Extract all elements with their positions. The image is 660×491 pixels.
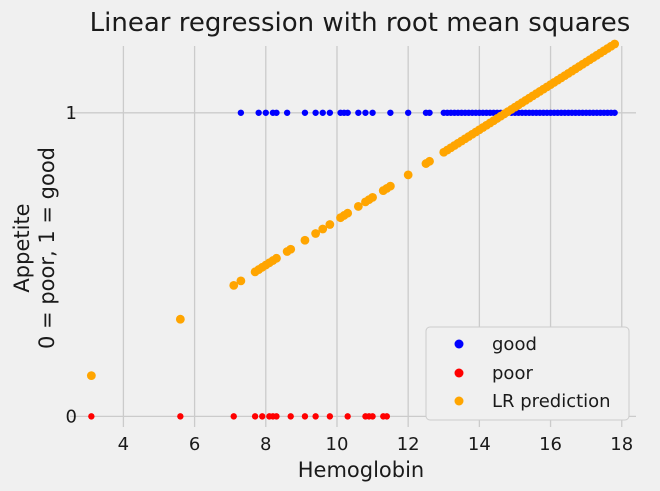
point-poor — [251, 413, 259, 420]
point-good — [404, 109, 412, 116]
point-good — [426, 109, 433, 116]
point-lr-prediction — [385, 181, 395, 191]
legend-marker-poor — [454, 368, 464, 378]
x-tick-label: 8 — [260, 434, 271, 455]
x-tick-label: 4 — [118, 434, 129, 455]
point-good — [301, 109, 309, 116]
point-poor — [177, 413, 184, 420]
point-lr-prediction — [300, 235, 310, 245]
point-good — [344, 109, 351, 116]
point-lr-prediction — [236, 276, 246, 286]
legend-label-good: good — [492, 334, 537, 355]
point-good — [237, 109, 245, 116]
legend: good poor LR prediction — [425, 326, 630, 421]
point-poor — [326, 413, 334, 420]
legend-label-poor: poor — [492, 363, 533, 384]
point-good — [283, 109, 291, 116]
x-tick-label: 6 — [189, 434, 200, 455]
point-good — [255, 109, 262, 116]
point-poor — [383, 413, 391, 420]
point-poor — [312, 413, 319, 420]
x-tick-label: 14 — [468, 434, 491, 455]
point-lr-prediction — [368, 192, 377, 202]
point-lr-prediction — [325, 220, 335, 229]
point-good — [262, 109, 269, 116]
point-lr-prediction — [610, 39, 620, 49]
point-poor — [273, 413, 280, 420]
point-lr-prediction — [229, 280, 239, 290]
legend-box — [425, 326, 630, 421]
point-poor — [301, 413, 309, 420]
y-tick-label: 1 — [66, 103, 77, 124]
x-tick-label: 12 — [397, 434, 420, 455]
point-lr-prediction — [353, 202, 363, 211]
chart-title: Linear regression with root mean squares — [90, 8, 631, 38]
x-axis-label: Hemoglobin — [298, 458, 425, 482]
point-good — [326, 109, 334, 116]
point-lr-prediction — [343, 208, 353, 218]
legend-marker-good — [454, 339, 464, 349]
point-good — [387, 109, 394, 116]
point-poor — [287, 413, 294, 420]
legend-label-prediction: LR prediction — [492, 391, 611, 412]
point-lr-prediction — [403, 170, 413, 180]
point-good — [319, 109, 326, 116]
point-poor — [259, 413, 266, 420]
point-lr-prediction — [286, 244, 296, 254]
point-good — [273, 109, 280, 116]
point-poor — [230, 413, 237, 420]
legend-marker-prediction — [454, 396, 464, 406]
point-lr-prediction — [272, 253, 281, 263]
point-good — [312, 109, 319, 116]
point-lr-prediction — [318, 224, 328, 234]
point-lr-prediction — [86, 371, 96, 380]
point-good — [355, 109, 362, 116]
point-lr-prediction — [425, 156, 434, 166]
x-tick-label: 16 — [539, 434, 562, 455]
point-poor — [369, 413, 376, 420]
x-tick-label: 10 — [326, 434, 349, 455]
point-lr-prediction — [311, 229, 321, 238]
point-lr-prediction — [175, 314, 185, 324]
tick-labels: 4 6 8 10 12 14 16 18 0 1 — [66, 103, 634, 455]
y-axis-label-line1: Appetite — [10, 203, 34, 292]
point-good — [362, 109, 369, 116]
point-good — [369, 109, 376, 116]
points-layer — [86, 39, 620, 420]
y-tick-label: 0 — [66, 406, 77, 427]
point-poor — [344, 413, 351, 420]
y-axis-label-line2: 0 = poor, 1 = good — [35, 147, 59, 349]
point-good — [611, 109, 618, 116]
x-tick-label: 18 — [610, 434, 633, 455]
point-poor — [88, 413, 95, 420]
